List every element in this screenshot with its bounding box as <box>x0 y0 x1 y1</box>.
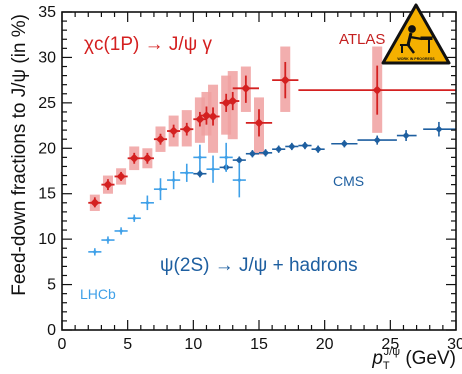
cms-point <box>288 142 296 151</box>
y-tick-label: 25 <box>38 95 56 112</box>
atlas-point <box>208 111 218 121</box>
atlas-point <box>254 118 264 128</box>
lhcb-point <box>119 229 123 233</box>
lhcb-point <box>237 178 241 182</box>
atlas-point <box>129 153 139 163</box>
lhcb-point <box>185 171 189 175</box>
atlas-point <box>201 111 211 121</box>
lhcb-point <box>106 238 110 242</box>
warning-triangle-icon <box>381 3 451 65</box>
lhcb-point <box>224 155 228 159</box>
atlas-point <box>182 124 192 134</box>
cms-point <box>435 125 443 133</box>
atlas-point <box>228 96 238 106</box>
cms-point <box>301 141 309 150</box>
atlas-point <box>372 85 382 95</box>
y-tick-label: 15 <box>38 186 56 203</box>
cms-point <box>402 131 410 140</box>
x-tick-label: 20 <box>316 336 334 353</box>
atlas-point <box>195 114 205 124</box>
x-tick-label: 5 <box>123 336 132 353</box>
atlas-point <box>103 180 113 190</box>
y-tick-label: 35 <box>38 4 56 21</box>
x-axis-title: pTJ/ψ (GeV) <box>371 346 456 372</box>
atlas-point <box>142 153 152 163</box>
lhcb-label: LHCb <box>80 286 116 302</box>
lhcb-point <box>93 250 97 254</box>
atlas-label: ATLAS <box>339 31 385 48</box>
badge-text: WORK IN PROGRESS <box>397 57 435 61</box>
cms-point <box>235 156 243 164</box>
cms-label: CMS <box>333 173 364 189</box>
atlas-point <box>156 134 165 144</box>
atlas-point <box>241 83 251 93</box>
x-tick-label: 25 <box>381 336 399 353</box>
cms-point <box>248 150 257 158</box>
plot-frame: 0 5 10 15 20 25 30 0 5 10 15 20 25 30 35 Feed-down frac… <box>9 4 462 372</box>
psi2s-label: ψ(2S) → J/ψ + hadrons <box>160 255 358 276</box>
cms-point <box>275 145 283 153</box>
atlas-point <box>90 198 100 208</box>
x-tick-label: 30 <box>447 336 462 353</box>
atlas-point <box>280 75 290 85</box>
x-tick-label: 0 <box>58 336 67 353</box>
cms-point <box>373 136 381 144</box>
y-tick-label: 30 <box>38 49 56 66</box>
y-tick-label: 20 <box>38 140 56 157</box>
x-tick-label: 10 <box>184 336 202 353</box>
y-tick-label: 10 <box>38 231 56 248</box>
atlas-point <box>169 126 179 136</box>
lhcb-point <box>158 187 163 191</box>
cms-point <box>196 170 204 178</box>
worker-icon <box>400 25 433 54</box>
data-points <box>88 61 456 256</box>
y-tick-label: 0 <box>47 322 56 339</box>
cms-point <box>314 145 322 153</box>
lhcb-point <box>132 216 136 220</box>
lhcb-point <box>198 155 202 159</box>
lhcb-point <box>211 167 215 171</box>
lhcb-point <box>145 201 149 205</box>
chic-label: χc(1P) → J/ψ γ <box>84 34 213 55</box>
lhcb-point <box>172 178 176 182</box>
y-tick-label: 5 <box>47 277 56 294</box>
work-in-progress-badge: WORK IN PROGRESS <box>381 3 451 65</box>
x-tick-label: 15 <box>250 336 268 353</box>
y-axis-title: Feed-down fractions to J/ψ (in %) <box>9 14 30 296</box>
atlas-point <box>116 171 126 181</box>
cms-point <box>340 140 348 148</box>
cms-point <box>261 149 270 157</box>
